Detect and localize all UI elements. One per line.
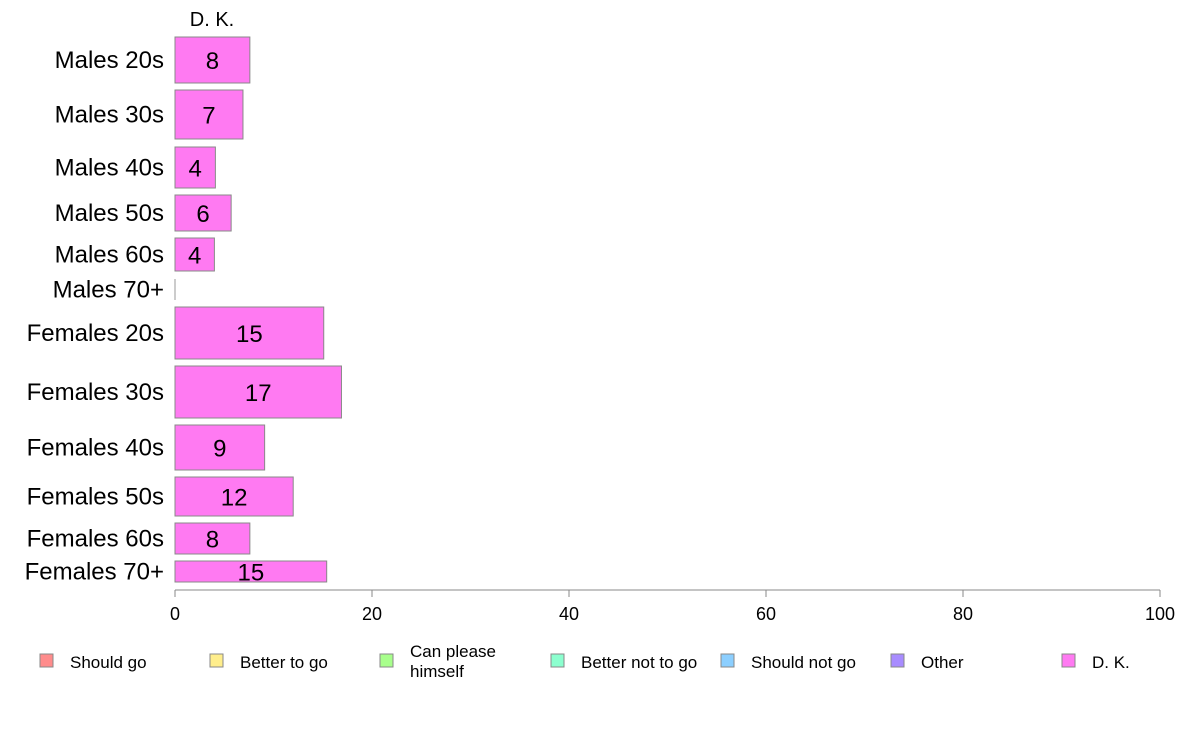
- bar-segment: [174, 522, 251, 555]
- legend-swatch: [720, 653, 735, 668]
- legend-swatch: [209, 653, 224, 668]
- category-label: Males 50s: [55, 200, 164, 227]
- category-label: Females 30s: [27, 379, 164, 406]
- x-tick-label: 60: [756, 604, 776, 624]
- x-tick-label: 80: [953, 604, 973, 624]
- series-header: D. K.: [190, 9, 234, 31]
- bar-segment: [174, 306, 325, 360]
- x-tick-label: 20: [362, 604, 382, 624]
- category-label: Females 70+: [25, 559, 164, 586]
- category-label: Females 50s: [27, 484, 164, 511]
- legend-label: Should go: [70, 653, 147, 672]
- legend-swatch: [550, 653, 565, 668]
- category-label: Males 20s: [55, 47, 164, 74]
- category-label: Males 40s: [55, 155, 164, 182]
- data-label: 4: [188, 243, 201, 270]
- legend: Should go Better to go Can please himself Be…: [39, 642, 1130, 681]
- legend-swatch: [890, 653, 905, 668]
- category-label: Females 20s: [27, 320, 164, 347]
- data-label: 17: [245, 380, 272, 407]
- bars: Males 20s 8 Males 30s 7 Males 40s 4 Males 50s 6…: [25, 36, 342, 587]
- data-label: 12: [221, 485, 248, 512]
- legend-label: Can please himself: [410, 642, 496, 681]
- data-label: 15: [236, 321, 263, 348]
- category-label: Females 60s: [27, 526, 164, 553]
- bar-segment: [174, 424, 266, 471]
- legend-swatch: [39, 653, 54, 668]
- legend-label: Better not to go: [581, 653, 697, 672]
- legend-label: Should not go: [751, 653, 856, 672]
- x-tick-label: 0: [170, 604, 180, 624]
- legend-label: D. K.: [1092, 653, 1130, 672]
- data-label: 15: [237, 560, 264, 587]
- legend-swatch: [379, 653, 394, 668]
- x-axis: 0 20 40 60 80 100: [170, 589, 1175, 624]
- x-tick-label: 100: [1145, 604, 1175, 624]
- category-label: Males 60s: [55, 242, 164, 269]
- data-label: 8: [206, 48, 219, 75]
- data-label: 9: [213, 436, 226, 463]
- data-label: 6: [196, 201, 209, 228]
- category-label: Females 40s: [27, 435, 164, 462]
- data-label: 7: [202, 103, 215, 130]
- bar-segment: [174, 560, 328, 583]
- legend-swatch: [1061, 653, 1076, 668]
- bar-segment: [174, 476, 294, 517]
- category-label: Males 70+: [53, 277, 164, 304]
- bar-segment: [174, 194, 232, 232]
- bar-segment: [174, 36, 251, 84]
- bar-segment: [174, 365, 342, 419]
- category-label: Males 30s: [55, 102, 164, 129]
- x-tick-label: 40: [559, 604, 579, 624]
- bar-segment: [174, 89, 244, 140]
- legend-label: Better to go: [240, 653, 328, 672]
- data-label: 4: [189, 156, 202, 183]
- bar-segment: [174, 237, 215, 272]
- legend-label: Other: [921, 653, 964, 672]
- data-label: 8: [206, 527, 219, 554]
- bar-segment: [174, 146, 216, 189]
